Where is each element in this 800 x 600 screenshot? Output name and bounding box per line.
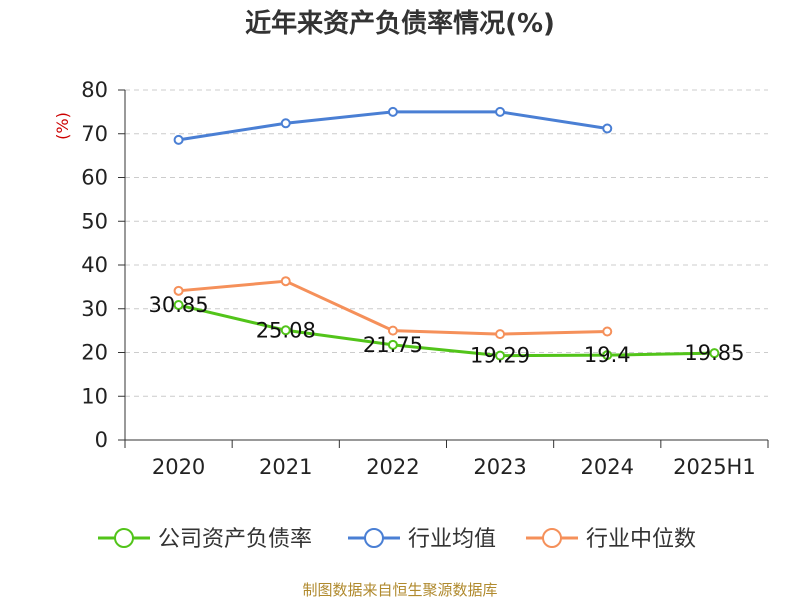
y-tick-label: 70 (81, 122, 108, 146)
data-point (173, 300, 184, 311)
y-tick-label: 40 (81, 253, 108, 277)
legend-marker-icon (364, 528, 384, 548)
y-tick-label: 80 (81, 78, 108, 102)
x-tick-label: 2022 (366, 455, 419, 479)
y-tick-label: 20 (81, 341, 108, 365)
x-tick-label: 2021 (259, 455, 312, 479)
data-point (280, 325, 291, 336)
data-point (709, 348, 720, 359)
data-label: 30.85 (149, 293, 209, 317)
x-tick-label: 2024 (581, 455, 634, 479)
x-tick-label: 2020 (152, 455, 205, 479)
legend-label: 公司资产负债率 (158, 527, 312, 552)
data-point (387, 339, 398, 350)
legend-item[interactable]: 行业中位数 (526, 527, 696, 552)
data-label: 19.29 (470, 344, 530, 368)
data-point (602, 123, 613, 134)
series-layer (173, 106, 720, 361)
data-label: 25.08 (256, 318, 316, 342)
y-tick-label: 60 (81, 166, 108, 190)
x-tick-label: 2023 (473, 455, 526, 479)
y-tick-label: 30 (81, 297, 108, 321)
data-point (602, 350, 613, 361)
data-label: 21.75 (363, 333, 423, 357)
y-tick-label: 50 (81, 209, 108, 233)
source-note: 制图数据来自恒生聚源数据库 (302, 581, 497, 599)
data-point (280, 276, 291, 287)
data-label: 19.4 (584, 343, 631, 367)
legend-item[interactable]: 公司资产负债率 (98, 527, 312, 552)
grid (125, 89, 768, 397)
data-point (387, 325, 398, 336)
data-point (495, 106, 506, 117)
y-tick-label: 0 (95, 428, 108, 452)
data-label: 19.85 (684, 341, 744, 365)
legend-label: 行业中位数 (586, 527, 696, 552)
data-point (173, 285, 184, 296)
legend-marker-icon (114, 528, 134, 548)
data-point (173, 134, 184, 145)
data-point (602, 326, 613, 337)
data-point (495, 350, 506, 361)
data-point (387, 106, 398, 117)
chart-title: 近年来资产负债率情况(%) (245, 8, 555, 39)
legend-marker-icon (542, 528, 562, 548)
series-line (178, 303, 715, 358)
y-tick-label: 10 (81, 384, 108, 408)
x-tick-label: 2025H1 (673, 455, 756, 479)
y-axis-label: (%) (53, 112, 72, 140)
axes: 0 10 20 30 40 50 60 70 80 2020 2021 2022 2023 2024 202… (81, 78, 769, 479)
data-point (495, 329, 506, 340)
data-labels: 30.85 25.08 21.75 19.29 19.4 19.85 (149, 293, 745, 368)
legend-item[interactable]: 行业均值 (348, 527, 496, 552)
legend[interactable]: 公司资产负债率 行业均值 行业中位数 (98, 527, 696, 552)
legend-label: 行业均值 (408, 527, 496, 552)
data-point (280, 118, 291, 129)
